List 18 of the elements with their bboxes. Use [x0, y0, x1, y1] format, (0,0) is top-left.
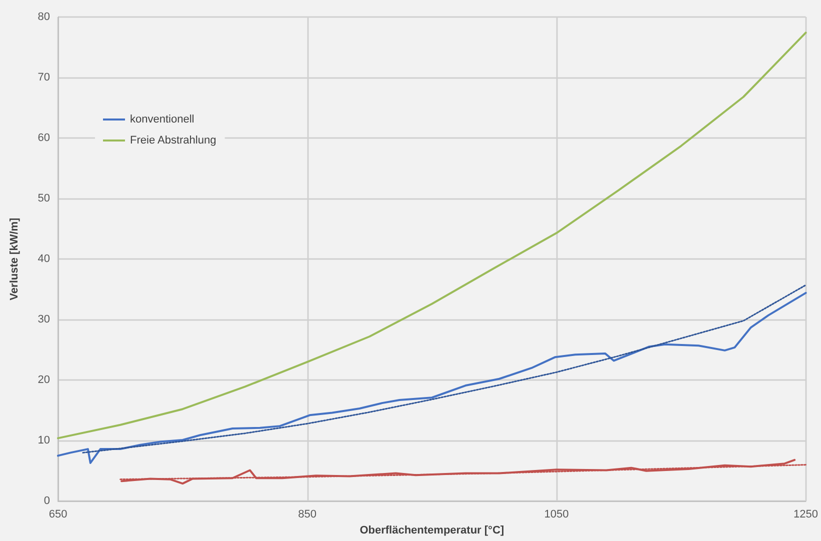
x-tick-label: 1050 — [544, 508, 569, 521]
x-axis-title: Oberflächentemperatur [°C] — [360, 524, 504, 536]
y-axis-title: Verluste [kW/m] — [8, 217, 20, 300]
y-tick-label: 60 — [38, 132, 50, 144]
legend-label: Freie Abstrahlung — [130, 134, 216, 146]
y-tick-label: 50 — [38, 192, 50, 205]
y-tick-label: 40 — [38, 253, 50, 266]
y-tick-label: 30 — [38, 314, 50, 326]
line-series — [57, 32, 807, 440]
x-tick-label: 650 — [48, 508, 68, 521]
x-tick-label: 1250 — [794, 508, 818, 521]
y-tick-label: 20 — [38, 374, 50, 386]
x-tick-label: 850 — [298, 508, 316, 521]
y-tick-label: 80 — [38, 11, 50, 23]
y-tick-label: 0 — [44, 495, 50, 508]
y-tick-label: 70 — [38, 72, 50, 84]
y-tick-label: 10 — [38, 434, 50, 447]
legend-label: konventionell — [130, 114, 194, 126]
